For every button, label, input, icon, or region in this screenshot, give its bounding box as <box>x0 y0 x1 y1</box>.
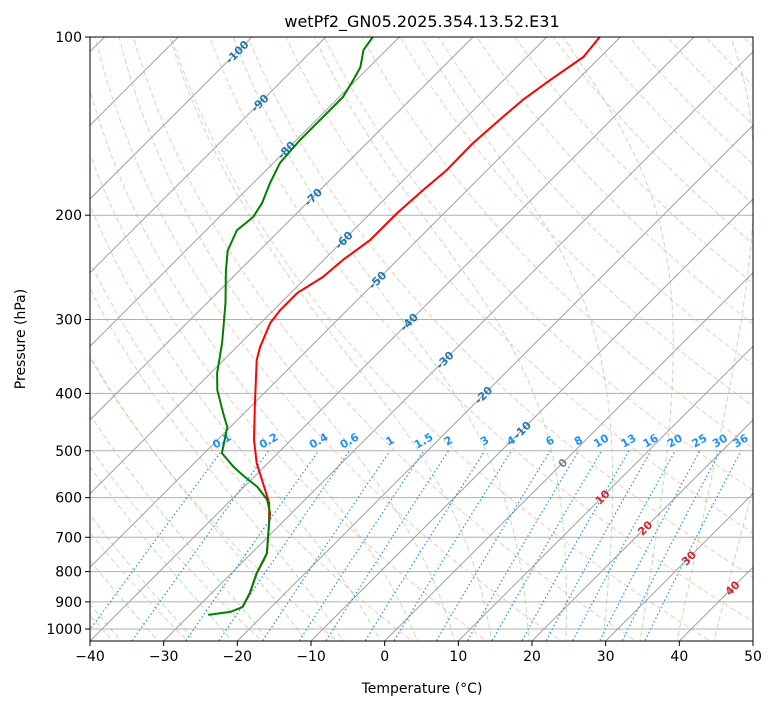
x-tick-label: −30 <box>149 649 179 665</box>
isotherm <box>750 24 775 644</box>
chart-title: wetPf2_GN05.2025.354.13.52.E31 <box>284 12 559 32</box>
y-axis-label: Pressure (hPa) <box>13 289 29 389</box>
x-tick-label: 20 <box>523 649 541 665</box>
y-tick-label: 900 <box>55 595 82 611</box>
x-tick-label: 30 <box>597 649 615 665</box>
x-tick-label: 40 <box>670 649 688 665</box>
x-axis-label: Temperature (°C) <box>361 681 483 697</box>
plot-area <box>90 37 753 641</box>
x-tick-label: 10 <box>449 649 467 665</box>
y-tick-label: 200 <box>55 208 82 224</box>
x-tick-label: 0 <box>380 649 389 665</box>
x-tick-label: −40 <box>75 649 105 665</box>
x-tick-label: −10 <box>296 649 326 665</box>
y-tick-label: 1000 <box>46 622 82 638</box>
y-tick-label: 700 <box>55 530 82 546</box>
y-tick-label: 600 <box>55 491 82 507</box>
x-tick-label: −20 <box>223 649 253 665</box>
x-tick-label: 50 <box>744 649 762 665</box>
y-tick-label: 300 <box>55 312 82 328</box>
y-tick-label: 400 <box>55 386 82 402</box>
y-tick-label: 500 <box>55 444 82 460</box>
y-tick-label: 800 <box>55 565 82 581</box>
y-tick-label: 100 <box>55 30 82 46</box>
